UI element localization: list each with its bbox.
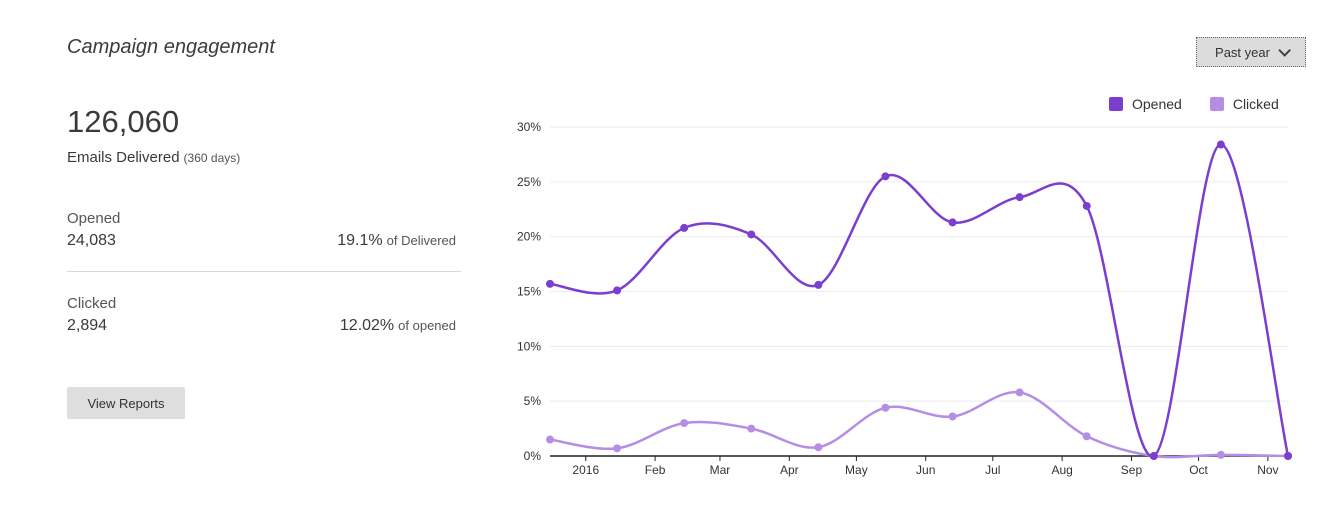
- data-point-clicked[interactable]: [747, 424, 756, 433]
- stats-divider: [67, 271, 461, 272]
- x-tick-label: Jul: [985, 463, 1000, 477]
- x-tick-label: Oct: [1189, 463, 1208, 477]
- delivered-label: Emails Delivered: [67, 149, 180, 166]
- data-point-opened[interactable]: [1149, 452, 1158, 460]
- data-point-opened[interactable]: [747, 230, 756, 239]
- data-point-opened[interactable]: [948, 218, 957, 227]
- legend-item-opened[interactable]: Opened: [1109, 96, 1182, 112]
- clicked-stat-percent: 12.02% of opened: [340, 317, 456, 335]
- y-axis-ticks: 0% 5% 10% 15% 20% 25% 30%: [517, 120, 541, 463]
- x-tick-label: Feb: [645, 463, 666, 477]
- chart-legend: Opened Clicked: [1109, 96, 1279, 112]
- data-point-opened[interactable]: [1284, 452, 1292, 460]
- data-point-opened[interactable]: [814, 280, 823, 289]
- period-dropdown-button[interactable]: Past year: [1196, 37, 1306, 67]
- legend-label-clicked: Clicked: [1232, 96, 1279, 112]
- opened-stat-percent: 19.1% of Delivered: [337, 232, 456, 250]
- x-tick-label: Mar: [710, 463, 731, 477]
- data-point-clicked[interactable]: [1216, 450, 1225, 459]
- data-point-opened[interactable]: [881, 172, 890, 181]
- opened-stat-label: Opened: [67, 210, 121, 227]
- opened-percent-value: 19.1%: [337, 232, 383, 249]
- opened-percent-suffix: of Delivered: [386, 233, 456, 248]
- data-point-clicked[interactable]: [948, 412, 957, 421]
- period-dropdown-label: Past year: [1215, 44, 1270, 60]
- y-tick-label: 15%: [517, 285, 541, 299]
- legend-label-opened: Opened: [1132, 96, 1182, 112]
- delivered-period: (360 days): [183, 151, 241, 165]
- legend-item-clicked[interactable]: Clicked: [1209, 96, 1279, 112]
- x-tick-label: Jun: [916, 463, 935, 477]
- data-point-opened[interactable]: [613, 286, 622, 295]
- page-title: Campaign engagement: [67, 36, 275, 58]
- data-point-opened[interactable]: [1216, 140, 1225, 149]
- series-clicked: [546, 388, 1292, 460]
- opened-stat-value: 24,083: [67, 232, 116, 249]
- y-tick-label: 25%: [517, 175, 541, 189]
- data-point-opened[interactable]: [1015, 193, 1024, 202]
- x-tick-label: Aug: [1051, 463, 1072, 477]
- view-reports-button[interactable]: View Reports: [67, 387, 185, 419]
- chart-series: [546, 140, 1292, 460]
- y-tick-label: 0%: [524, 449, 542, 463]
- clicked-stat-value: 2,894: [67, 317, 108, 334]
- x-tick-label: Sep: [1121, 463, 1143, 477]
- series-line-opened: [549, 143, 1290, 458]
- series-line-clicked: [549, 391, 1289, 459]
- data-point-clicked[interactable]: [1082, 432, 1091, 441]
- x-tick-label: Nov: [1257, 463, 1278, 477]
- y-tick-label: 5%: [524, 394, 542, 408]
- legend-swatch-clicked: [1209, 97, 1224, 111]
- x-tick-label: 2016: [572, 463, 599, 477]
- data-point-clicked[interactable]: [814, 443, 823, 452]
- x-axis-ticks: 2016 Feb Mar Apr May Jun Jul Aug Sep Oct Nov: [572, 456, 1279, 477]
- x-tick-label: Apr: [780, 463, 799, 477]
- data-point-clicked[interactable]: [881, 403, 890, 412]
- data-point-opened[interactable]: [546, 279, 554, 288]
- data-point-clicked[interactable]: [546, 435, 554, 444]
- data-point-clicked[interactable]: [1015, 388, 1024, 397]
- y-tick-label: 10%: [517, 339, 541, 353]
- delivered-label-row: Emails Delivered (360 days): [67, 149, 240, 166]
- clicked-stat-label: Clicked: [67, 295, 117, 312]
- data-point-opened[interactable]: [680, 223, 689, 232]
- series-opened: [546, 140, 1292, 460]
- data-point-clicked[interactable]: [680, 419, 689, 428]
- y-tick-label: 20%: [517, 230, 541, 244]
- delivered-count: 126,060: [67, 104, 180, 139]
- data-point-clicked[interactable]: [613, 444, 622, 453]
- y-tick-label: 30%: [517, 120, 541, 134]
- clicked-percent-suffix: of opened: [398, 318, 456, 333]
- legend-swatch-opened: [1109, 97, 1123, 111]
- clicked-percent-value: 12.02%: [339, 317, 395, 334]
- data-point-opened[interactable]: [1082, 201, 1091, 210]
- x-tick-label: May: [845, 463, 868, 477]
